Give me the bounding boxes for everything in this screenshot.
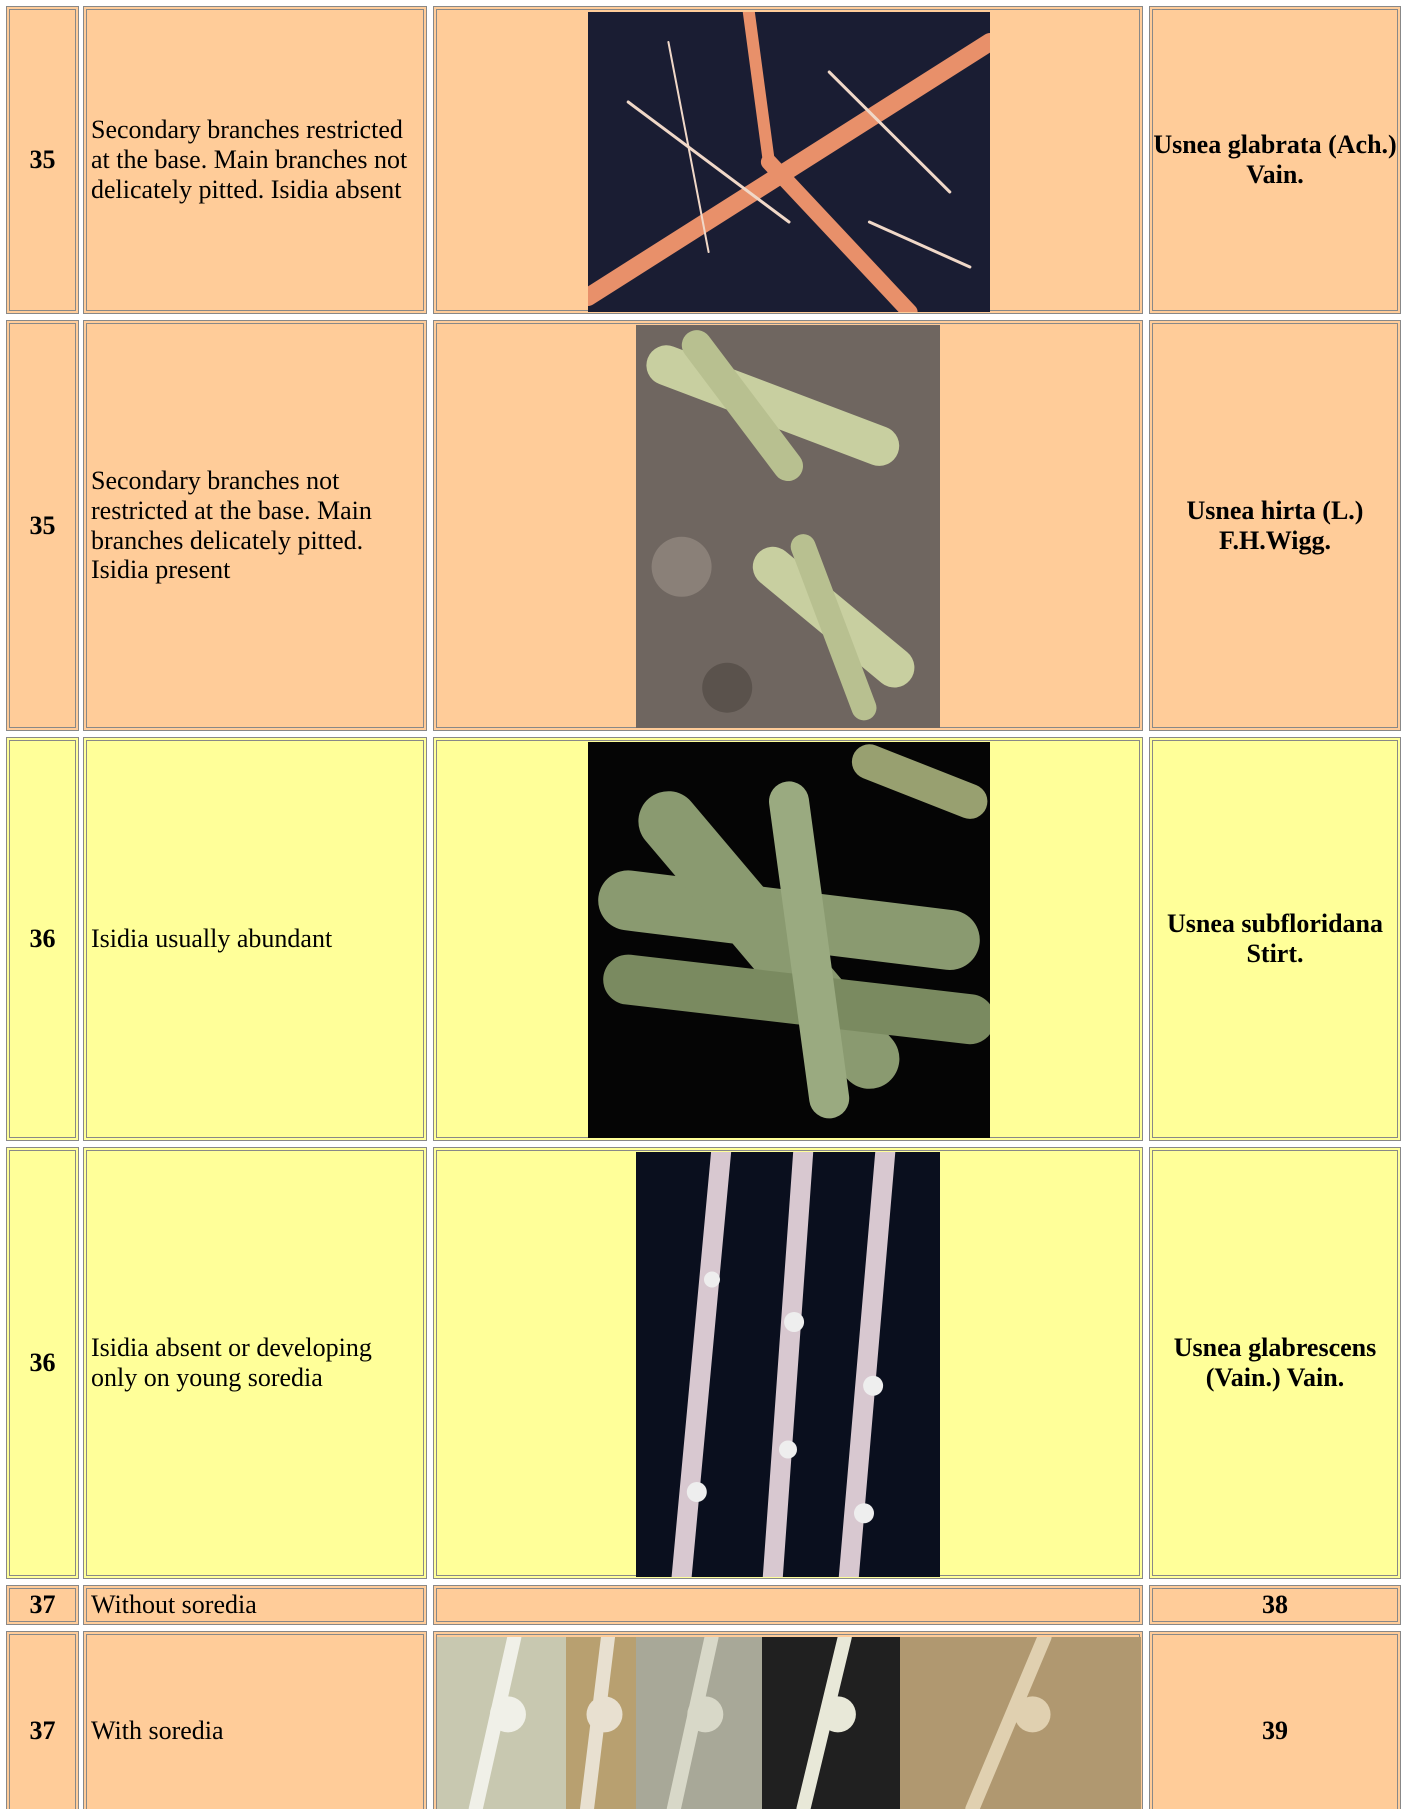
couplet-number: 36 <box>6 1147 79 1579</box>
description: With soredia <box>83 1631 427 1809</box>
photo <box>437 1637 566 1809</box>
image-cell <box>433 1585 1143 1625</box>
photo <box>636 325 940 728</box>
photo <box>588 12 990 312</box>
result: Usnea glabrata (Ach.) Vain. <box>1149 6 1401 314</box>
description: Secondary branches not restricted at the… <box>83 320 427 731</box>
photo <box>762 1637 900 1809</box>
result: 39 <box>1149 1631 1401 1809</box>
result: Usnea hirta (L.) F.H.Wigg. <box>1149 320 1401 731</box>
couplet-number: 35 <box>6 6 79 314</box>
couplet-number: 37 <box>6 1631 79 1809</box>
photo <box>900 1637 1141 1809</box>
couplet-number: 36 <box>6 737 79 1141</box>
result: Usnea subfloridana Stirt. <box>1149 737 1401 1141</box>
couplet-number: 37 <box>6 1585 79 1625</box>
photo <box>566 1637 636 1809</box>
photo <box>588 742 990 1138</box>
description: Isidia usually abundant <box>83 737 427 1141</box>
photo <box>636 1637 762 1809</box>
couplet-number: 35 <box>6 320 79 731</box>
photo <box>636 1152 940 1577</box>
description: Secondary branches restricted at the bas… <box>83 6 427 314</box>
description: Without soredia <box>83 1585 427 1625</box>
description: Isidia absent or developing only on youn… <box>83 1147 427 1579</box>
result: 38 <box>1149 1585 1401 1625</box>
result: Usnea glabrescens (Vain.) Vain. <box>1149 1147 1401 1579</box>
